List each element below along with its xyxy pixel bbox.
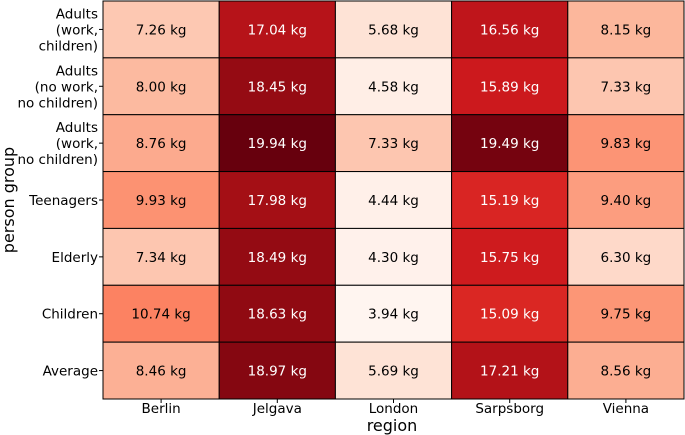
cell-value-label: 19.94 kg xyxy=(248,136,307,152)
cell-value-label: 18.97 kg xyxy=(248,364,307,380)
heatmap-cell xyxy=(451,0,569,59)
cell-value-label: 8.76 kg xyxy=(136,136,187,152)
cell-value-label: 17.04 kg xyxy=(248,22,307,38)
cell-value-label: 8.46 kg xyxy=(136,364,187,380)
x-axis-title: region xyxy=(367,416,418,435)
y-tick-label: (work, xyxy=(56,136,98,152)
heatmap-cell xyxy=(567,341,685,400)
heatmap-cell xyxy=(218,227,336,286)
cell-value-label: 15.19 kg xyxy=(480,193,539,209)
heatmap-cell xyxy=(567,284,685,343)
heatmap-cell xyxy=(334,57,453,116)
cell-value-label: 15.89 kg xyxy=(480,79,539,95)
cell-value-label: 10.74 kg xyxy=(131,307,190,323)
heatmap-cell xyxy=(102,0,220,59)
y-tick-label: (work, xyxy=(56,22,98,38)
heatmap-cell xyxy=(451,114,569,173)
cell-value-label: 9.93 kg xyxy=(136,193,187,209)
y-tick-label: Average xyxy=(43,364,98,380)
x-tick-label: Berlin xyxy=(142,401,181,417)
heatmap-cell xyxy=(334,0,453,59)
cell-value-label: 18.49 kg xyxy=(248,250,307,266)
cell-value-label: 19.49 kg xyxy=(480,136,539,152)
x-tick-label: London xyxy=(369,401,419,417)
cell-value-label: 18.63 kg xyxy=(248,307,307,323)
heatmap-cell xyxy=(567,0,685,59)
heatmap-cell xyxy=(218,0,336,59)
cell-value-label: 7.26 kg xyxy=(136,22,187,38)
cell-value-label: 6.30 kg xyxy=(601,250,652,266)
heatmap-cell xyxy=(567,57,685,116)
cell-value-label: 5.69 kg xyxy=(368,364,419,380)
y-tick-label: Children xyxy=(42,307,98,323)
y-tick-label: no children) xyxy=(17,95,98,111)
cell-value-label: 16.56 kg xyxy=(480,22,539,38)
heatmap-cell xyxy=(567,114,685,173)
cell-value-label: 7.33 kg xyxy=(368,136,419,152)
y-tick-label: Adults xyxy=(56,120,98,136)
cell-value-label: 8.15 kg xyxy=(601,22,652,38)
cell-value-label: 8.56 kg xyxy=(601,364,652,380)
heatmap-cell-labels: 7.26 kg 17.04 kg 5.68 kg 16.56 kg 8.15 kg 8.0… xyxy=(131,22,651,379)
heatmap-cell xyxy=(102,57,220,116)
cell-value-label: 7.34 kg xyxy=(136,250,187,266)
y-tick-labels: Adults(work,children)Adults(no work,no c… xyxy=(17,6,103,380)
heatmap-cell xyxy=(218,114,336,173)
cell-value-label: 15.09 kg xyxy=(480,307,539,323)
heatmap-cell xyxy=(567,171,685,229)
y-tick-label: no children) xyxy=(17,152,98,168)
cell-value-label: 17.21 kg xyxy=(480,364,539,380)
heatmap-cell xyxy=(451,284,569,343)
heatmap-cell xyxy=(451,171,569,229)
x-tick-label: Jelgava xyxy=(252,401,302,417)
cell-value-label: 8.00 kg xyxy=(136,79,187,95)
y-tick-label: Adults xyxy=(56,6,98,22)
cell-value-label: 9.83 kg xyxy=(601,136,652,152)
heatmap-cell xyxy=(102,227,220,286)
y-tick-label: children) xyxy=(39,38,98,54)
x-tick-label: Vienna xyxy=(603,401,649,417)
heatmap-cell xyxy=(334,171,453,229)
heatmap-cell xyxy=(334,227,453,286)
heatmap-cells xyxy=(102,0,685,400)
y-tick-label: Elderly xyxy=(52,250,98,266)
cell-value-label: 18.45 kg xyxy=(248,79,307,95)
y-tick-label: Teenagers xyxy=(28,193,98,209)
heatmap-cell xyxy=(218,171,336,229)
cell-value-label: 4.30 kg xyxy=(368,250,419,266)
y-tick-label: Adults xyxy=(56,63,98,79)
cell-value-label: 17.98 kg xyxy=(248,193,307,209)
cell-value-label: 7.33 kg xyxy=(601,79,652,95)
heatmap-cell xyxy=(334,284,453,343)
heatmap-cell xyxy=(218,284,336,343)
cell-value-label: 5.68 kg xyxy=(368,22,419,38)
y-axis-title: person group xyxy=(0,147,18,253)
x-tick-label: Sarpsborg xyxy=(475,401,544,417)
cell-value-label: 3.94 kg xyxy=(368,307,419,323)
heatmap-cell xyxy=(334,114,453,173)
cell-value-label: 15.75 kg xyxy=(480,250,539,266)
heatmap-cell xyxy=(567,227,685,286)
y-tick-label: (no work, xyxy=(35,79,98,95)
heatmap-cell xyxy=(102,341,220,400)
x-tick-labels: Berlin Jelgava London Sarpsborg Vienna xyxy=(142,399,649,417)
cell-value-label: 4.44 kg xyxy=(368,193,419,209)
cell-value-label: 4.58 kg xyxy=(368,79,419,95)
cell-value-label: 9.75 kg xyxy=(601,307,652,323)
cell-value-label: 9.40 kg xyxy=(601,193,652,209)
